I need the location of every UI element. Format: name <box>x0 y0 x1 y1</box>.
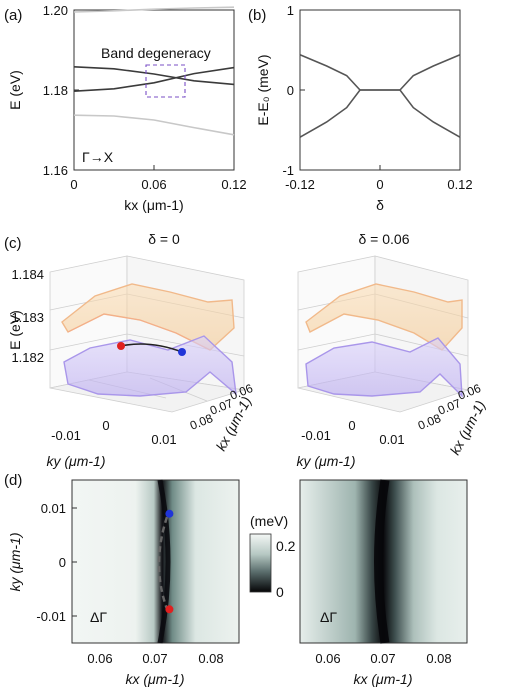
panel-b-xtick: 0 <box>376 177 383 192</box>
panel-d-xtick: 0.07 <box>142 651 167 666</box>
series-line <box>73 66 235 92</box>
red-point <box>117 342 125 350</box>
heatmap-right-dark-arc <box>374 479 390 644</box>
panel-label-b: (b) <box>248 7 266 24</box>
panel-b-yticks: 1 0 -1 <box>282 3 305 178</box>
colorbar-tick: 0.2 <box>276 538 296 554</box>
panel-a-yticks: 1.20 1.18 1.16 <box>43 3 79 178</box>
panel-c-ytick: 0.01 <box>151 432 176 447</box>
blue-point <box>178 348 186 356</box>
panel-a-ytick: 1.16 <box>43 163 68 178</box>
panel-d-ylabel: ky (μm-1) <box>7 533 23 592</box>
surface-orange-left <box>61 283 235 351</box>
band-degeneracy-annotation: Band degeneracy <box>101 45 211 61</box>
panel-a-series <box>73 6 235 136</box>
panel-a-xtick: 0.06 <box>141 177 166 192</box>
panel-a-xlabel: kx (μm-1) <box>124 197 183 213</box>
panel-c-yaxis-label: ky (μm-1) <box>297 453 356 469</box>
panel-d-ytick: 0 <box>59 555 66 570</box>
panel-b: 1 0 -1 -0.12 0 0.12 E-E₀ (meV) δ <box>255 3 473 213</box>
heatmap-point <box>165 509 174 518</box>
panel-c-ztick: 1.182 <box>11 350 44 365</box>
heatmap-left-label: ΔΓ <box>90 609 107 625</box>
panel-c-ztick: 1.184 <box>11 267 44 282</box>
panel-a-ylabel: E (eV) <box>7 70 23 110</box>
panel-c-ytick: -0.01 <box>51 428 81 443</box>
panel-c: δ = 0 δ = 0.06 <box>7 231 488 469</box>
heatmap-left <box>71 479 240 644</box>
panel-d-xtick: 0.07 <box>370 651 395 666</box>
panel-a-xticks: 0 0.06 0.12 <box>70 165 247 192</box>
series-line <box>73 66 235 86</box>
series-line <box>73 6 235 13</box>
panel-c-ytick: 0 <box>102 418 109 433</box>
panel-b-xticks: -0.12 0 0.12 <box>285 165 473 192</box>
panel-a-xtick: 0.12 <box>221 177 246 192</box>
panel-d-xtick: 0.06 <box>315 651 340 666</box>
dashed-degeneracy-path <box>157 516 169 610</box>
panel-a-xtick: 0 <box>70 177 77 192</box>
panel-d-points <box>165 509 174 614</box>
panel-d-xlabel-right: kx (μm-1) <box>354 671 413 687</box>
band-degeneracy-box <box>145 64 186 98</box>
panel-b-ytick: 0 <box>287 83 294 98</box>
panel-c-ytick: 0.01 <box>379 432 404 447</box>
colorbar <box>249 533 272 593</box>
surface-orange-right <box>305 283 463 351</box>
series-line <box>73 114 235 136</box>
panel-c-title-right: δ = 0.06 <box>359 231 410 247</box>
panel-d-yticks: 0.01 0 -0.01 <box>36 501 77 624</box>
panel-d-xtick: 0.08 <box>426 651 451 666</box>
panel-c-ytick: -0.01 <box>301 428 331 443</box>
panel-d-xlabel-left: kx (μm-1) <box>126 671 185 687</box>
surface-purple-right <box>305 337 463 398</box>
panel-d-xtick: 0.06 <box>87 651 112 666</box>
panel-label-a: (a) <box>4 7 22 24</box>
panel-b-series <box>299 54 461 138</box>
panel-a-ytick: 1.18 <box>43 83 68 98</box>
panel-d-xtick: 0.08 <box>198 651 223 666</box>
panel-b-ylabel: E-E₀ (meV) <box>255 54 271 125</box>
panel-c-ytick: 0 <box>348 418 355 433</box>
heatmap-left-dark-arc <box>157 479 171 644</box>
surface-purple-left <box>63 335 237 397</box>
series-line <box>299 89 461 138</box>
gamma-x-label: Γ→X <box>82 149 114 165</box>
panel-b-xlabel: δ <box>376 197 384 213</box>
panel-a-ytick: 1.20 <box>43 3 68 18</box>
colorbar-unit: (meV) <box>250 513 288 529</box>
panel-c-yaxis-label: ky (μm-1) <box>47 453 106 469</box>
degeneracy-line <box>120 343 183 353</box>
heatmap-point <box>165 605 174 614</box>
panel-d-xticks-left: 0.06 0.07 0.08 <box>87 651 223 666</box>
panel-b-xtick: -0.12 <box>285 177 315 192</box>
panel-label-d: (d) <box>4 472 22 489</box>
panel-b-ytick: 1 <box>287 3 294 18</box>
panel-c-title-left: δ = 0 <box>148 231 180 247</box>
panel-c-zlabel: E (eV) <box>7 310 23 350</box>
heatmap-right-label: ΔΓ <box>320 609 337 625</box>
panel-a: Band degeneracy Γ→X 1.20 1.18 1.16 0 0.0… <box>7 3 247 213</box>
series-line <box>299 54 461 91</box>
panel-c-ztick: 1.183 <box>11 310 44 325</box>
panel-b-xtick: 0.12 <box>447 177 472 192</box>
colorbar-tick: 0 <box>276 584 284 600</box>
panel-label-c: (c) <box>4 235 22 252</box>
panel-d-ytick: -0.01 <box>36 609 66 624</box>
panel-d: ΔΓ ΔΓ (meV) 0.2 0 0.01 0 -0.01 ky (μm-1)… <box>7 479 468 687</box>
panel-d-ytick: 0.01 <box>41 501 66 516</box>
panel-d-xticks-right: 0.06 0.07 0.08 <box>315 651 451 666</box>
panel-b-ytick: -1 <box>282 163 294 178</box>
